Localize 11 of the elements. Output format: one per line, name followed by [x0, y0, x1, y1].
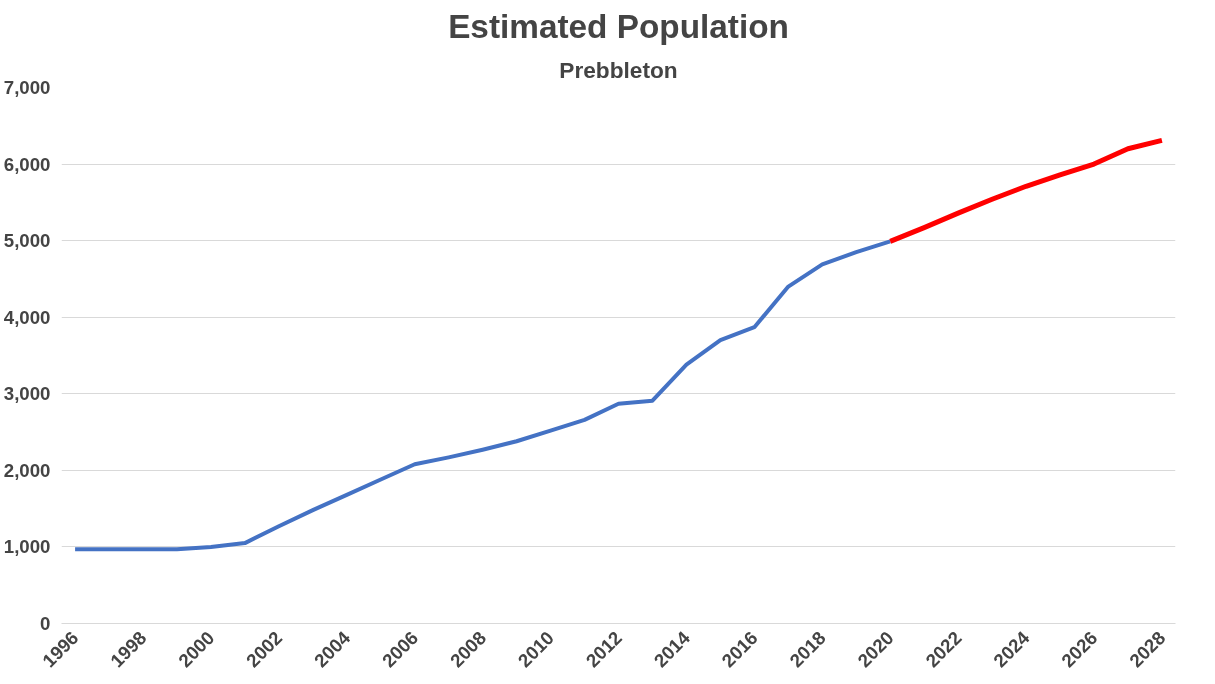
y-tick-label: 3,000: [3, 383, 51, 405]
y-tick-label: 2,000: [3, 459, 51, 481]
y-tick-label: 1,000: [3, 536, 51, 558]
chart-title: Estimated Population: [448, 7, 789, 45]
line-series: [73, 239, 893, 552]
y-tick-label: 6,000: [3, 153, 51, 175]
y-tick-label: 0: [40, 613, 51, 634]
y-tick-label: 5,000: [3, 230, 51, 252]
y-tick-label: 7,000: [3, 77, 51, 98]
chart-subtitle: Prebbleton: [559, 56, 678, 83]
y-tick-label: 4,000: [3, 306, 51, 328]
